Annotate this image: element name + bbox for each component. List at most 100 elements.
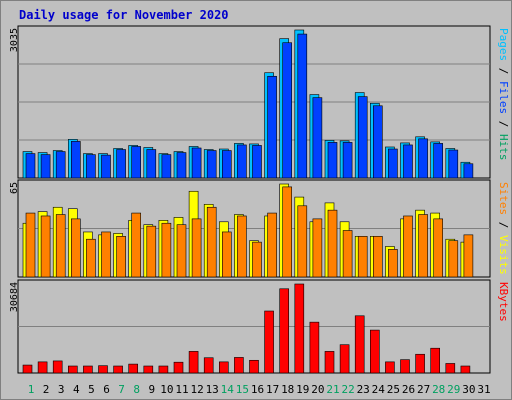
bar-sites-day-24 xyxy=(372,236,383,278)
x-tick-day-6: 6 xyxy=(103,383,110,396)
bar-files-day-19 xyxy=(297,33,308,179)
x-tick-day-1: 1 xyxy=(28,383,35,396)
axis-label-separator: / xyxy=(497,215,510,235)
bar-sites-day-8 xyxy=(131,212,141,278)
bar-files-day-3 xyxy=(55,151,66,179)
bar-files-day-12 xyxy=(191,147,202,179)
panel-axis-label: KBytes xyxy=(497,282,510,322)
bar-files-day-7 xyxy=(116,149,126,179)
x-tick-day-31: 31 xyxy=(477,383,490,396)
axis-label-hits: Hits xyxy=(497,134,510,161)
bar-sites-day-19 xyxy=(297,205,308,278)
bar-files-day-1 xyxy=(25,153,36,179)
bar-sites-day-17 xyxy=(267,212,277,278)
bar-kbytes-day-3 xyxy=(52,360,63,374)
bar-sites-day-12 xyxy=(191,218,202,278)
bar-kbytes-day-13 xyxy=(203,357,214,374)
bar-kbytes-day-12 xyxy=(188,351,199,374)
x-tick-day-23: 23 xyxy=(357,383,370,396)
axis-label-files: Files xyxy=(497,81,510,114)
bar-files-day-26 xyxy=(403,144,413,179)
bar-files-day-13 xyxy=(206,150,217,179)
axis-label-kbytes: KBytes xyxy=(497,282,510,322)
x-tick-day-7: 7 xyxy=(118,383,125,396)
bar-sites-day-29 xyxy=(448,240,459,278)
bar-kbytes-day-11 xyxy=(173,361,184,374)
axis-label-sites: Sites xyxy=(497,182,510,215)
bar-sites-day-13 xyxy=(206,206,217,278)
bar-sites-day-27 xyxy=(418,214,428,278)
bar-sites-day-22 xyxy=(342,230,353,278)
bar-files-day-8 xyxy=(131,146,141,179)
bar-sites-day-25 xyxy=(388,249,398,278)
bar-files-day-4 xyxy=(71,141,81,179)
x-tick-day-14: 14 xyxy=(221,383,235,396)
bar-sites-day-4 xyxy=(71,218,81,278)
bar-files-day-24 xyxy=(372,105,383,179)
bar-sites-day-6 xyxy=(101,231,111,278)
x-tick-day-4: 4 xyxy=(73,383,80,396)
bar-files-day-23 xyxy=(357,96,368,179)
bar-kbytes-day-15 xyxy=(234,357,244,374)
bar-sites-day-14 xyxy=(222,231,232,278)
bar-sites-day-9 xyxy=(146,225,157,278)
bar-files-day-28 xyxy=(433,143,444,179)
x-tick-day-12: 12 xyxy=(190,383,203,396)
bar-kbytes-day-23 xyxy=(354,315,365,374)
x-tick-day-3: 3 xyxy=(58,383,65,396)
bar-sites-day-30 xyxy=(463,234,474,278)
bar-files-day-9 xyxy=(146,149,157,179)
bar-files-day-30 xyxy=(463,163,474,179)
x-tick-day-5: 5 xyxy=(88,383,95,396)
axis-label-separator: / xyxy=(497,114,510,134)
bar-kbytes-day-18 xyxy=(279,288,290,374)
bar-kbytes-day-2 xyxy=(37,361,48,374)
bar-kbytes-day-28 xyxy=(430,347,441,374)
bar-sites-day-20 xyxy=(312,218,323,278)
bar-sites-day-10 xyxy=(161,222,172,278)
bar-sites-day-16 xyxy=(252,241,262,278)
bar-kbytes-day-26 xyxy=(400,359,410,374)
bar-kbytes-day-16 xyxy=(249,359,259,374)
axis-label-pages: Pages xyxy=(497,28,510,61)
panel-1: 3035 Pages / Files / Hits xyxy=(9,25,510,179)
x-tick-day-15: 15 xyxy=(236,383,249,396)
chart-title: Daily usage for November 2020 xyxy=(19,8,229,22)
x-tick-day-18: 18 xyxy=(281,383,294,396)
bar-kbytes-day-1 xyxy=(22,364,33,374)
x-tick-day-27: 27 xyxy=(417,383,430,396)
bar-sites-day-7 xyxy=(116,236,126,278)
bar-kbytes-day-6 xyxy=(98,365,108,374)
x-tick-day-11: 11 xyxy=(175,383,188,396)
x-tick-day-8: 8 xyxy=(133,383,140,396)
bar-sites-day-3 xyxy=(55,214,66,278)
bar-sites-day-18 xyxy=(282,186,293,278)
x-tick-day-24: 24 xyxy=(372,383,386,396)
x-tick-day-16: 16 xyxy=(251,383,264,396)
bar-sites-day-1 xyxy=(25,212,36,278)
bar-files-day-25 xyxy=(388,148,398,179)
bar-kbytes-day-27 xyxy=(415,353,425,374)
x-tick-day-19: 19 xyxy=(296,383,309,396)
x-tick-day-10: 10 xyxy=(160,383,173,396)
bar-sites-day-5 xyxy=(86,238,96,278)
axis-label-visits: Visits xyxy=(497,235,510,275)
bar-files-day-6 xyxy=(101,154,111,179)
x-axis: 1 2 3 4 5 6 7 8 9 10 11 12 13 14 15 16 17 18 19 20 21 22 23 24 2… xyxy=(28,383,491,396)
bar-kbytes-day-20 xyxy=(309,321,320,374)
bar-sites-day-28 xyxy=(433,218,444,278)
panel-2: 65 Sites / Visits xyxy=(9,179,510,278)
panel-axis-label: Sites / Visits xyxy=(497,182,510,275)
bar-kbytes-day-10 xyxy=(158,365,169,374)
bar-kbytes-day-17 xyxy=(264,310,274,374)
x-tick-day-2: 2 xyxy=(43,383,50,396)
bar-files-day-11 xyxy=(176,152,187,179)
bar-sites-day-21 xyxy=(327,209,338,278)
bar-sites-day-11 xyxy=(176,224,187,278)
bar-kbytes-day-4 xyxy=(68,365,78,374)
bar-kbytes-day-7 xyxy=(113,365,123,374)
bar-kbytes-day-8 xyxy=(128,363,138,374)
bar-kbytes-day-5 xyxy=(83,365,93,374)
x-tick-day-26: 26 xyxy=(402,383,415,396)
